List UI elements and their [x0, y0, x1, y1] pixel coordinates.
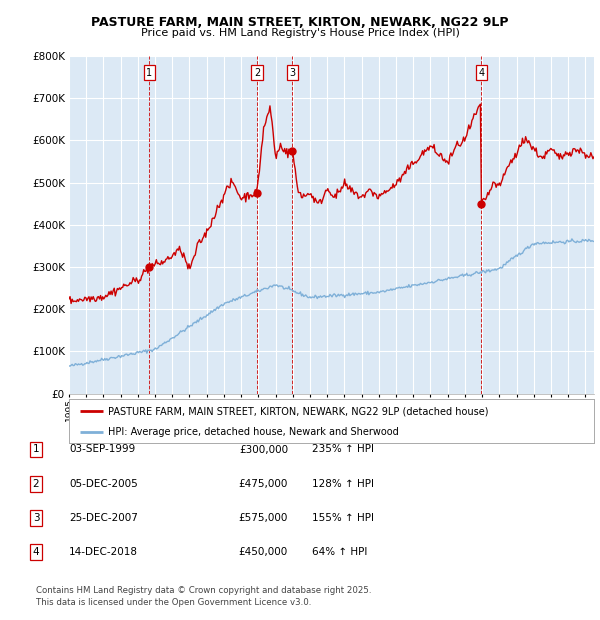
Text: Contains HM Land Registry data © Crown copyright and database right 2025.
This d: Contains HM Land Registry data © Crown c… [36, 586, 371, 607]
Text: £300,000: £300,000 [239, 445, 288, 454]
Text: £575,000: £575,000 [239, 513, 288, 523]
Text: 05-DEC-2005: 05-DEC-2005 [69, 479, 138, 489]
Text: 4: 4 [32, 547, 40, 557]
Text: Price paid vs. HM Land Registry's House Price Index (HPI): Price paid vs. HM Land Registry's House … [140, 28, 460, 38]
Text: 64% ↑ HPI: 64% ↑ HPI [312, 547, 367, 557]
Text: £450,000: £450,000 [239, 547, 288, 557]
Text: 128% ↑ HPI: 128% ↑ HPI [312, 479, 374, 489]
Text: 14-DEC-2018: 14-DEC-2018 [69, 547, 138, 557]
Text: 25-DEC-2007: 25-DEC-2007 [69, 513, 138, 523]
Text: 1: 1 [146, 68, 152, 78]
Text: PASTURE FARM, MAIN STREET, KIRTON, NEWARK, NG22 9LP (detached house): PASTURE FARM, MAIN STREET, KIRTON, NEWAR… [109, 406, 489, 416]
Text: 4: 4 [478, 68, 484, 78]
Text: 235% ↑ HPI: 235% ↑ HPI [312, 445, 374, 454]
Text: 3: 3 [32, 513, 40, 523]
Text: HPI: Average price, detached house, Newark and Sherwood: HPI: Average price, detached house, Newa… [109, 427, 399, 436]
Text: 03-SEP-1999: 03-SEP-1999 [69, 445, 135, 454]
Text: 1: 1 [32, 445, 40, 454]
Text: £475,000: £475,000 [239, 479, 288, 489]
Text: 2: 2 [32, 479, 40, 489]
Text: PASTURE FARM, MAIN STREET, KIRTON, NEWARK, NG22 9LP: PASTURE FARM, MAIN STREET, KIRTON, NEWAR… [91, 16, 509, 29]
Text: 2: 2 [254, 68, 260, 78]
Text: 155% ↑ HPI: 155% ↑ HPI [312, 513, 374, 523]
Text: 3: 3 [289, 68, 295, 78]
